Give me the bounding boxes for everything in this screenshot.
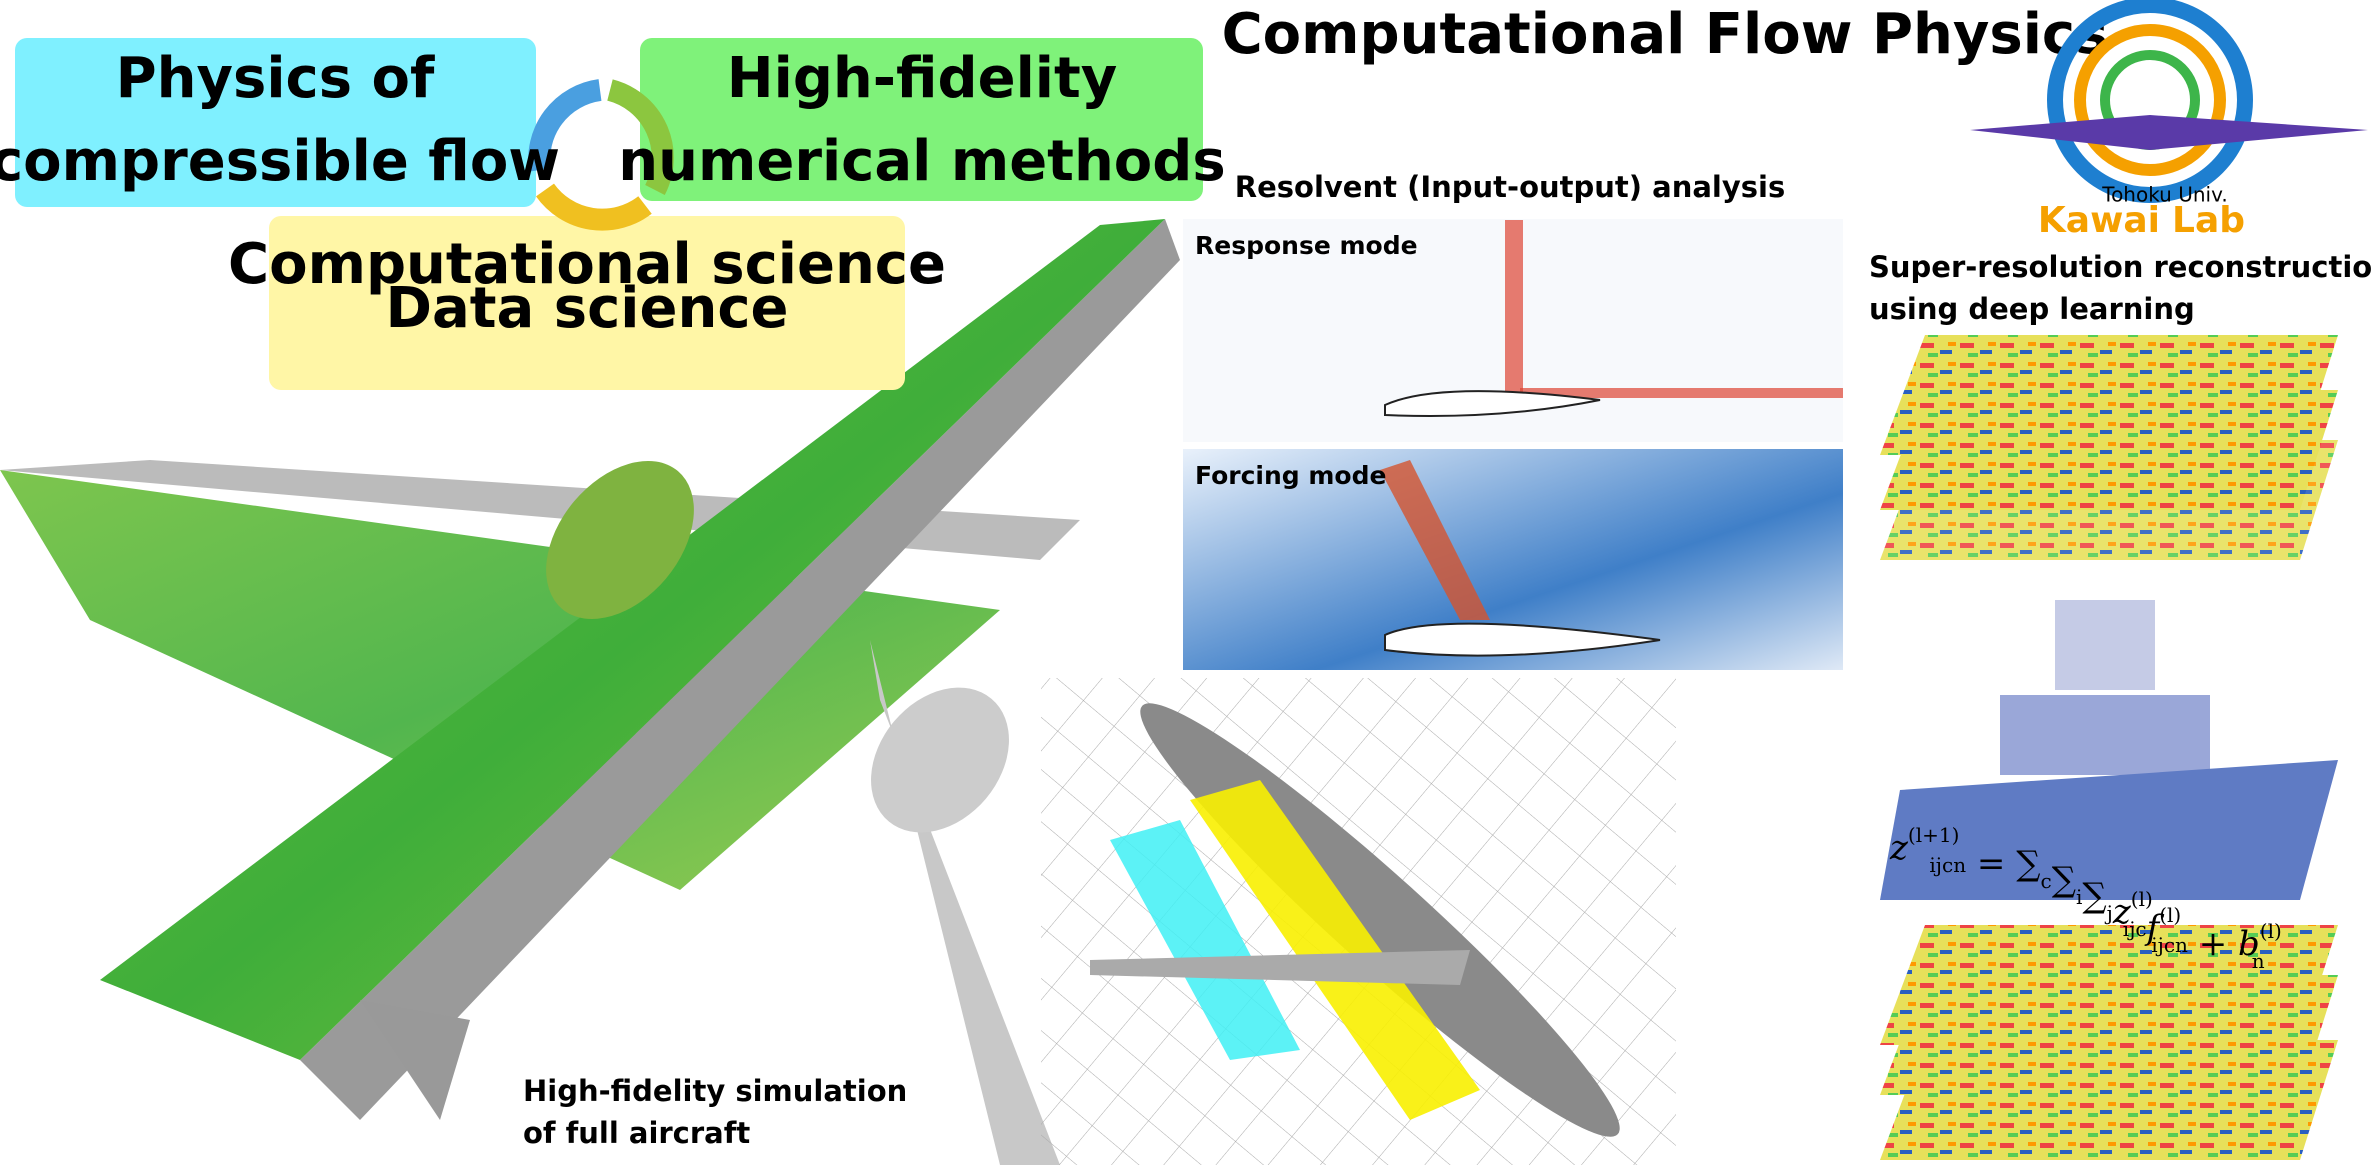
equation-term: ∑: [2052, 860, 2076, 900]
aircraft: [0, 219, 1180, 1165]
equation-term: z: [1889, 828, 1909, 868]
equation-term: =: [1966, 844, 2016, 884]
equation-term: z: [2112, 892, 2132, 932]
theme-text: Physics of: [116, 46, 435, 111]
network-stack: [1880, 335, 2338, 1160]
equation-sub: c: [2040, 869, 2051, 893]
theme-text: Data science: [385, 276, 788, 341]
equation-sub: n: [2252, 949, 2265, 973]
equation-sub: ijc: [2123, 917, 2147, 941]
logo-name: Kawai: [2038, 200, 2160, 241]
section-title: using deep learning: [1869, 292, 2195, 326]
response-panel: Response mode: [1183, 219, 1843, 442]
theme-text: Computational science: [228, 232, 946, 297]
theme-text: High-fidelity: [727, 46, 1118, 111]
equation-sup: (l): [2159, 903, 2181, 927]
section-title: Super-resolution reconstruction: [1869, 250, 2372, 284]
theme-text: compressible flow: [0, 129, 560, 194]
equation-sub: j: [2105, 901, 2113, 925]
equation-sup: (l+1): [1908, 823, 1959, 847]
equation-sub: i: [2076, 885, 2082, 909]
equation-sup: (l): [2131, 887, 2153, 911]
equation: z(l+1) ijcn = ∑c∑i∑jz(l) ijcf(l) ijcn + b(l…: [1889, 823, 2282, 973]
mesh: [1041, 678, 1676, 1165]
equation-sub: ijcn: [2151, 933, 2188, 957]
equation-term: + b: [2188, 924, 2260, 964]
title: Computational Flow Physics: [1222, 2, 2109, 67]
theme-box: [269, 216, 905, 390]
caption: High-fidelity simulation: [523, 1074, 907, 1108]
equation-sup: (l): [2260, 919, 2282, 943]
logo: Tohoku Univ. Kawai Lab: [1970, 0, 2368, 241]
logo-name: Lab: [2172, 200, 2245, 241]
cycle-arrows: [528, 79, 674, 231]
caption: of full aircraft: [523, 1116, 750, 1150]
section-title: Resolvent (Input-output) analysis: [1235, 170, 1785, 204]
forcing-panel: Forcing mode: [1183, 449, 1843, 670]
equation-term: ∑: [2016, 844, 2040, 884]
equation-term: ∑: [2082, 876, 2106, 916]
theme-text: numerical methods: [618, 129, 1225, 194]
theme-box: [15, 38, 536, 207]
equation-sub: ijcn: [1929, 853, 1966, 877]
panel-label: Response mode: [1195, 231, 1418, 260]
theme-box: [640, 38, 1203, 201]
panel-label: Forcing mode: [1195, 461, 1386, 490]
logo-university: Tohoku Univ.: [2101, 183, 2227, 207]
